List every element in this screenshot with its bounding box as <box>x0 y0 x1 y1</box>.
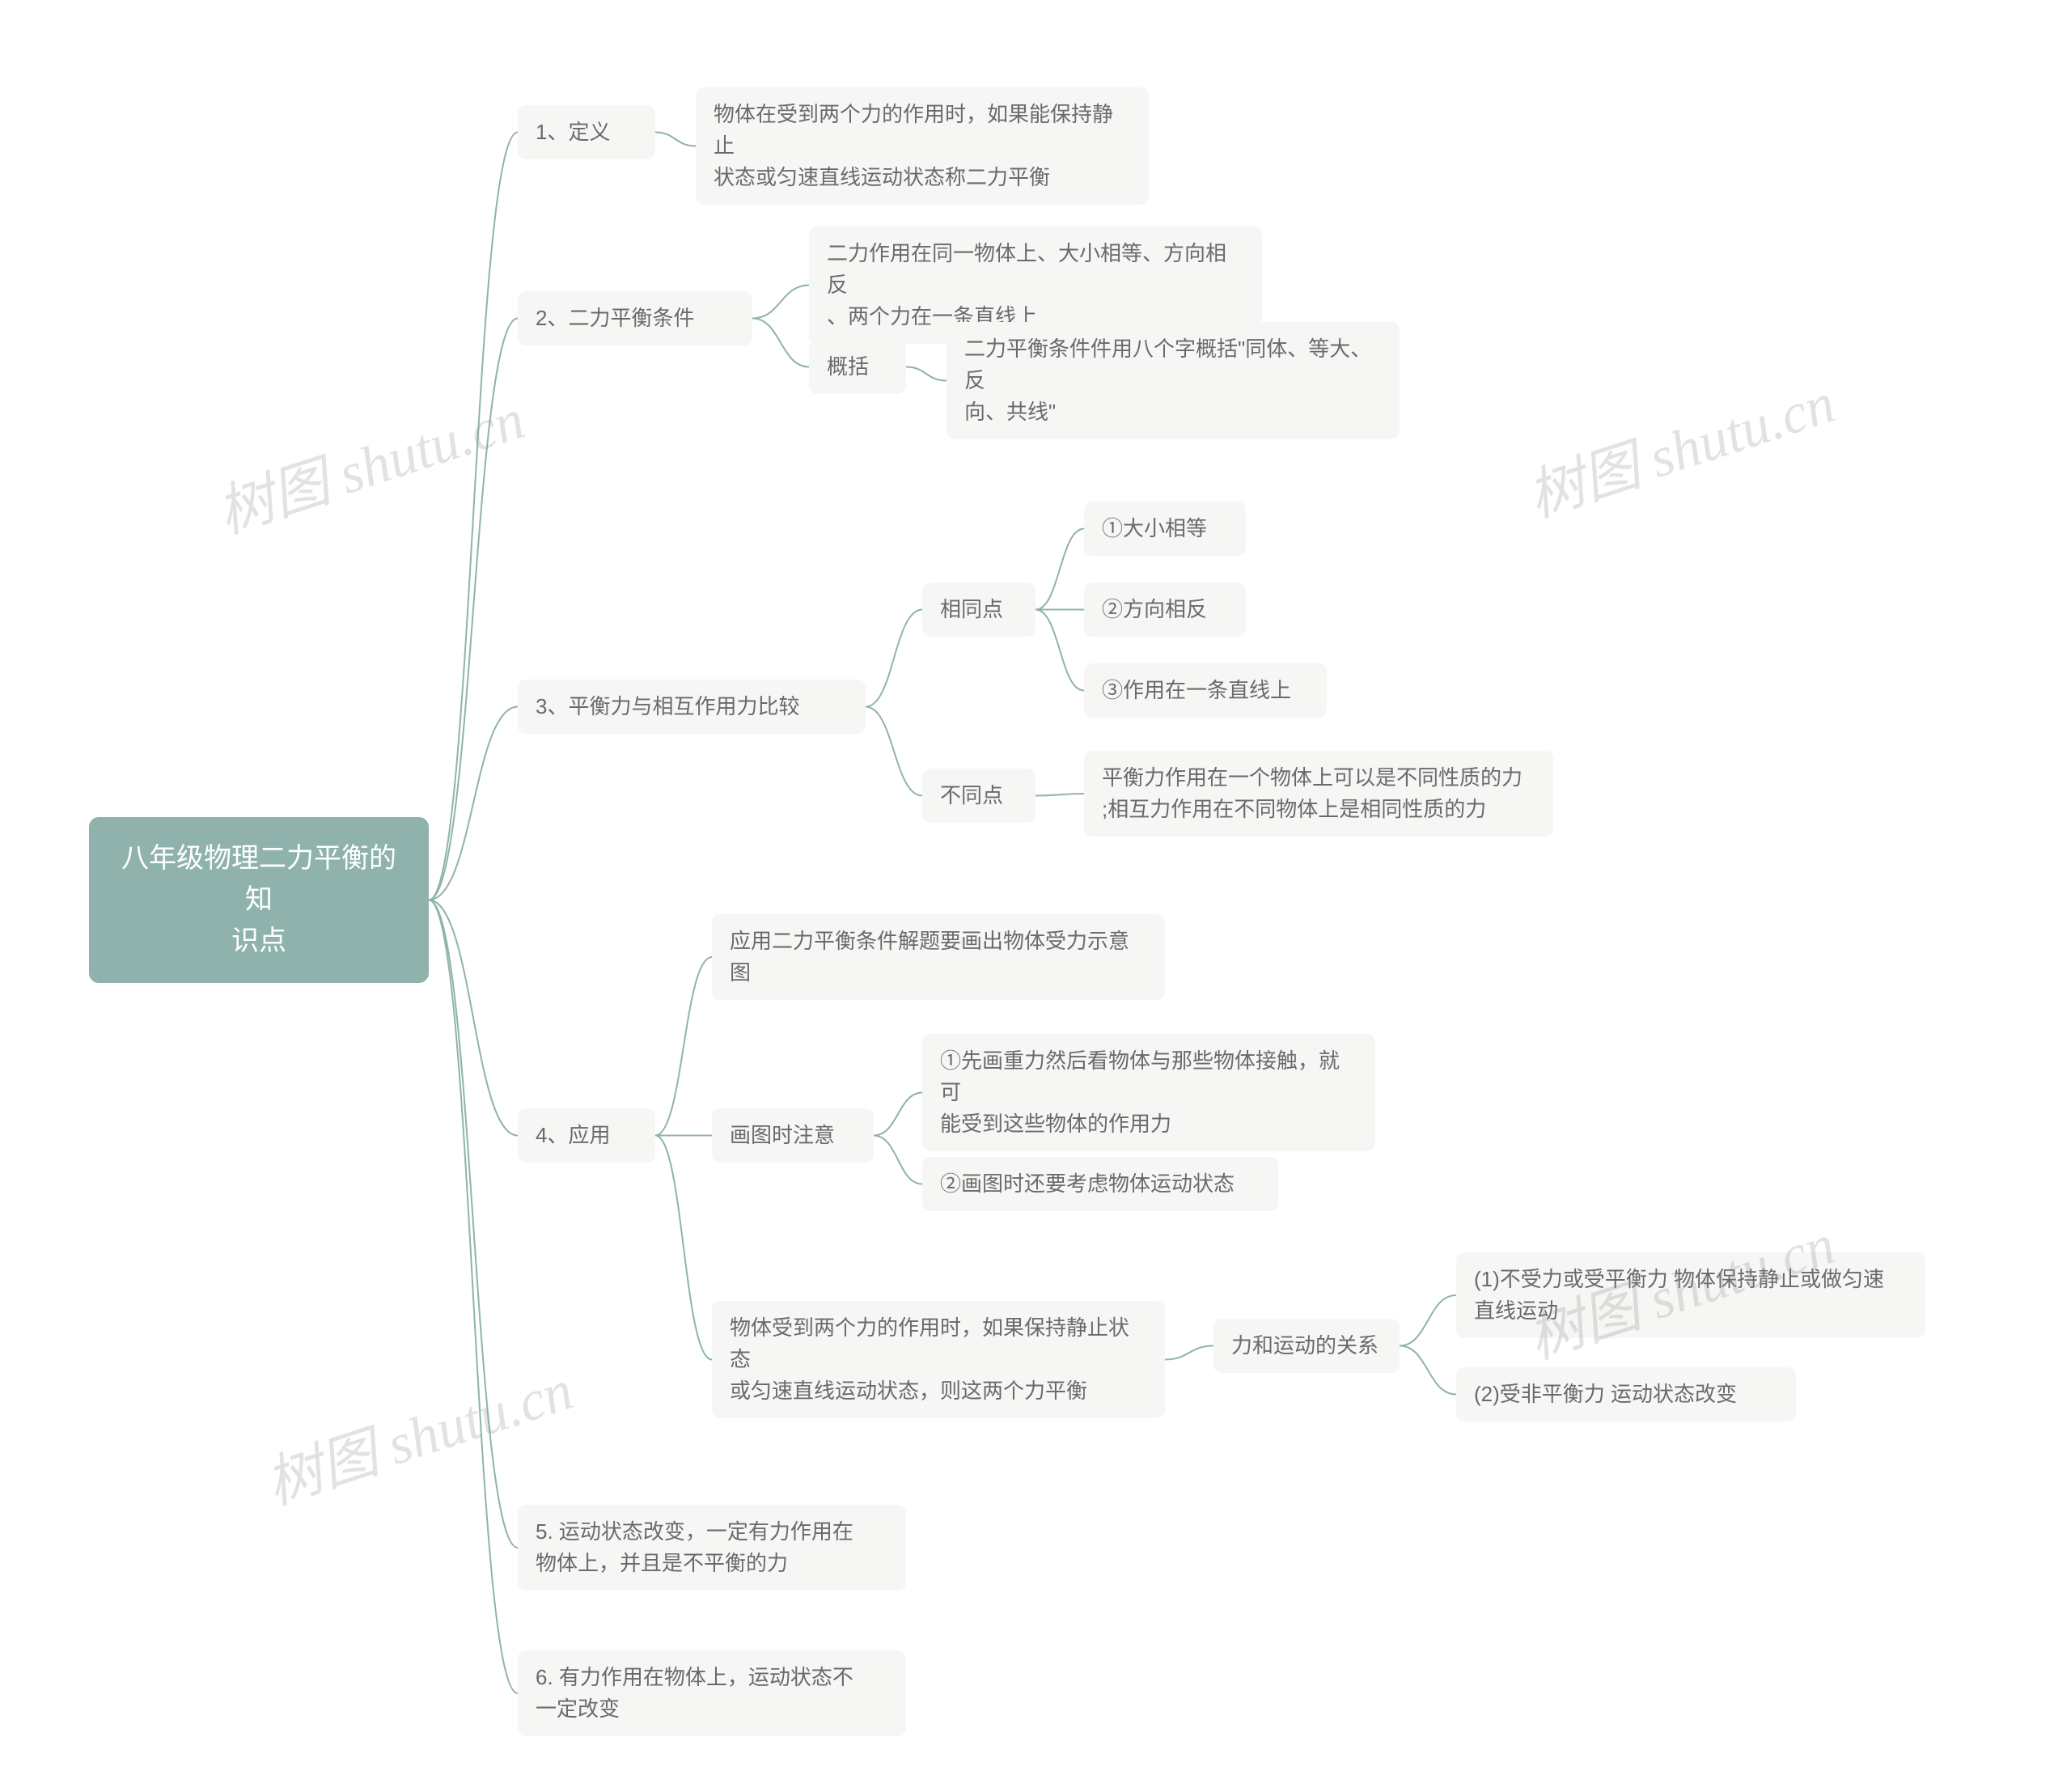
node-text-line: 二力平衡条件件用八个字概括"同体、等大、反 <box>964 333 1382 396</box>
connector <box>429 900 518 1548</box>
mindmap-node: 物体受到两个力的作用时，如果保持静止状态或匀速直线运动状态，则这两个力平衡 <box>712 1301 1165 1418</box>
mindmap-node: 4、应用 <box>518 1108 655 1163</box>
mindmap-node: ①先画重力然后看物体与那些物体接触，就可能受到这些物体的作用力 <box>922 1034 1375 1151</box>
watermark: 树图 shutu.cn <box>205 374 533 549</box>
mindmap-node: 二力平衡条件件用八个字概括"同体、等大、反向、共线" <box>947 322 1400 439</box>
node-text-line: 6. 有力作用在物体上，运动状态不 <box>536 1662 888 1693</box>
mindmap-node: 3、平衡力与相互作用力比较 <box>518 680 866 734</box>
mindmap-node: (1)不受力或受平衡力 物体保持静止或做匀速直线运动 <box>1456 1252 1925 1338</box>
connector <box>906 367 947 381</box>
node-text-line: 状态或匀速直线运动状态称二力平衡 <box>714 162 1131 193</box>
connector <box>1400 1346 1456 1395</box>
mindmap-node: ②方向相反 <box>1084 583 1246 637</box>
connector <box>1036 610 1084 691</box>
node-text-line: 一定改变 <box>536 1693 888 1725</box>
mindmap-node: 画图时注意 <box>712 1108 874 1163</box>
connector <box>429 133 518 900</box>
watermark: 树图 shutu.cn <box>1516 358 1844 533</box>
mindmap-node: 2、二力平衡条件 <box>518 291 752 345</box>
node-text-line: 5. 运动状态改变，一定有力作用在 <box>536 1516 888 1548</box>
mindmap-node: 相同点 <box>922 583 1036 637</box>
node-text-line: 二力作用在同一物体上、大小相等、方向相反 <box>827 238 1244 301</box>
mindmap-node: 6. 有力作用在物体上，运动状态不一定改变 <box>518 1650 906 1736</box>
connector <box>866 610 922 707</box>
mindmap-node: ③作用在一条直线上 <box>1084 663 1327 718</box>
connector <box>429 707 518 900</box>
node-text-line: 物体在受到两个力的作用时，如果能保持静止 <box>714 99 1131 162</box>
mindmap-node: 不同点 <box>922 769 1036 823</box>
watermark: 树图 shutu.cn <box>254 1345 582 1520</box>
connector <box>1036 529 1084 610</box>
node-text-line: 识点 <box>113 921 404 962</box>
node-text-line: ;相互力作用在不同物体上是相同性质的力 <box>1102 794 1535 825</box>
connector <box>874 1093 922 1136</box>
connector <box>752 319 809 367</box>
connector <box>866 707 922 796</box>
node-text-line: 物体受到两个力的作用时，如果保持静止状态 <box>730 1312 1147 1375</box>
connector <box>874 1136 922 1184</box>
connector <box>655 133 696 146</box>
node-text-line: 八年级物理二力平衡的知 <box>113 838 404 921</box>
connector <box>1165 1346 1213 1360</box>
node-text-line: (1)不受力或受平衡力 物体保持静止或做匀速 <box>1474 1264 1908 1295</box>
node-text-line: 能受到这些物体的作用力 <box>940 1108 1357 1140</box>
connector <box>752 286 809 319</box>
mindmap-node: 力和运动的关系 <box>1213 1319 1400 1373</box>
node-text-line: 向、共线" <box>964 396 1382 428</box>
connector <box>655 1136 712 1360</box>
root-node: 八年级物理二力平衡的知识点 <box>89 817 429 983</box>
connector <box>1400 1295 1456 1346</box>
connector <box>429 319 518 900</box>
connector <box>429 900 518 1136</box>
mindmap-node: ②画图时还要考虑物体运动状态 <box>922 1157 1278 1211</box>
connector <box>655 957 712 1136</box>
mindmap-node: 概括 <box>809 340 906 394</box>
mindmap-node: 应用二力平衡条件解题要画出物体受力示意图 <box>712 914 1165 1000</box>
mindmap-node: (2)受非平衡力 运动状态改变 <box>1456 1367 1796 1421</box>
node-text-line: 物体上，并且是不平衡的力 <box>536 1548 888 1579</box>
node-text-line: 平衡力作用在一个物体上可以是不同性质的力 <box>1102 762 1535 794</box>
connector <box>429 900 518 1694</box>
mindmap-node: 5. 运动状态改变，一定有力作用在物体上，并且是不平衡的力 <box>518 1505 906 1591</box>
node-text-line: 直线运动 <box>1474 1295 1908 1327</box>
mindmap-node: ①大小相等 <box>1084 502 1246 556</box>
node-text-line: 或匀速直线运动状态，则这两个力平衡 <box>730 1375 1147 1407</box>
connector <box>1036 794 1084 796</box>
node-text-line: ①先画重力然后看物体与那些物体接触，就可 <box>940 1045 1357 1108</box>
mindmap-node: 物体在受到两个力的作用时，如果能保持静止状态或匀速直线运动状态称二力平衡 <box>696 87 1149 205</box>
mindmap-node: 1、定义 <box>518 105 655 159</box>
mindmap-node: 平衡力作用在一个物体上可以是不同性质的力;相互力作用在不同物体上是相同性质的力 <box>1084 751 1553 837</box>
